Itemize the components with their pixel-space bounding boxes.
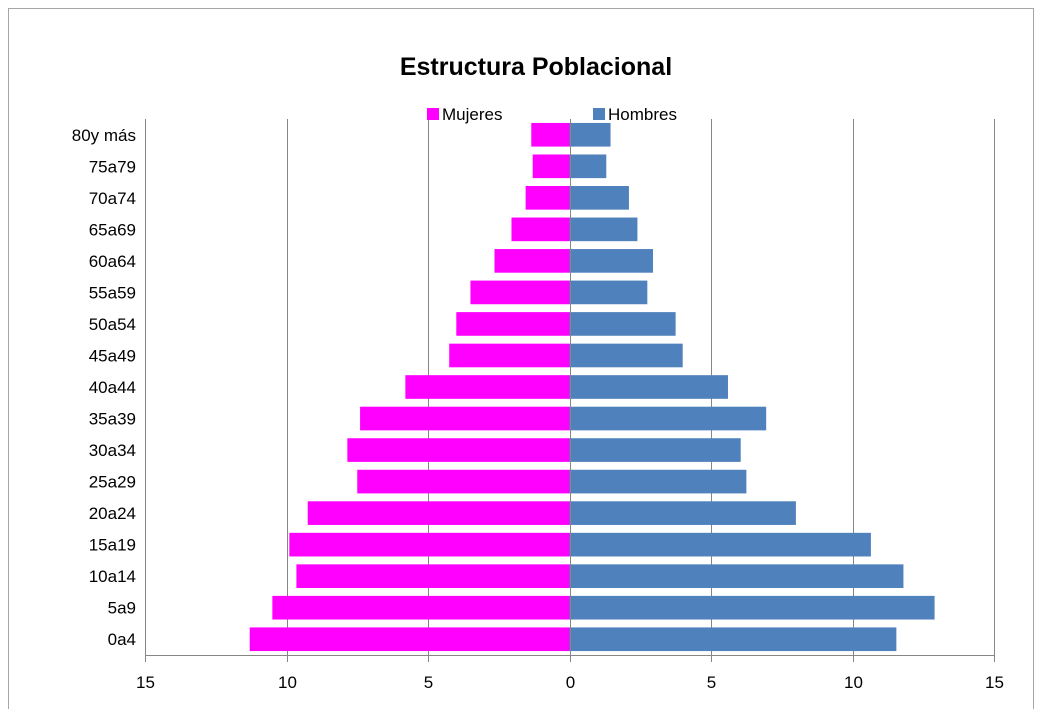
bar-hombres-7 — [569, 343, 683, 368]
bar-hombres-3 — [569, 217, 638, 242]
bar-mujeres-4 — [494, 249, 570, 273]
bar-mujeres-8 — [405, 375, 570, 399]
bar-mujeres-12 — [307, 501, 570, 525]
bar-hombres-16 — [569, 627, 897, 652]
category-label-5: 55a59 — [89, 283, 136, 302]
category-label-13: 15a19 — [89, 536, 136, 555]
category-label-7: 45a49 — [89, 346, 136, 365]
x-tick-label-6: 15 — [985, 673, 1004, 692]
legend-label-hombres: Hombres — [608, 105, 677, 124]
category-label-12: 20a24 — [89, 504, 136, 523]
x-tick-label-5: 10 — [844, 673, 863, 692]
bar-mujeres-7 — [449, 343, 570, 368]
category-label-16: 0a4 — [108, 630, 136, 649]
legend: Mujeres Hombres — [427, 105, 677, 124]
chart-title: Estructura Poblacional — [400, 53, 672, 81]
category-label-0: 80y más — [72, 126, 136, 145]
x-tick-label-4: 5 — [707, 673, 716, 692]
category-label-15: 5a9 — [108, 599, 136, 618]
bar-mujeres-6 — [456, 312, 570, 336]
bar-hombres-8 — [569, 375, 728, 399]
bar-mujeres-13 — [289, 532, 570, 557]
category-label-10: 30a34 — [89, 441, 136, 460]
bar-hombres-6 — [569, 312, 676, 336]
bar-hombres-5 — [569, 280, 648, 305]
bar-hombres-4 — [569, 249, 653, 273]
bar-mujeres-3 — [511, 217, 570, 242]
bar-mujeres-11 — [357, 469, 570, 494]
bar-mujeres-10 — [347, 438, 570, 462]
bar-hombres-15 — [569, 595, 935, 620]
x-tick-label-1: 10 — [278, 673, 297, 692]
x-tick-label-0: 15 — [136, 673, 155, 692]
x-tick-label-2: 5 — [424, 673, 433, 692]
category-labels: 80y más 75a79 70a74 65a69 60a64 55a59 50a54 45a… — [72, 126, 136, 649]
legend-swatch-mujeres — [427, 108, 439, 120]
category-label-6: 50a54 — [89, 315, 136, 334]
bar-mujeres-15 — [272, 595, 570, 620]
population-pyramid-chart: Estructura Poblacional 15 10 5 0 5 10 15 80y m… — [72, 53, 1004, 692]
bar-mujeres-5 — [470, 280, 570, 305]
category-label-9: 35a39 — [89, 410, 136, 429]
category-label-2: 70a74 — [89, 189, 136, 208]
bar-mujeres-14 — [296, 564, 570, 588]
category-label-4: 60a64 — [89, 252, 136, 271]
legend-swatch-hombres — [593, 108, 605, 120]
legend-label-mujeres: Mujeres — [442, 105, 502, 124]
category-label-14: 10a14 — [89, 567, 136, 586]
chart-frame: Estructura Poblacional 15 10 5 0 5 10 15 80y m… — [8, 8, 1034, 709]
category-label-11: 25a29 — [89, 473, 136, 492]
bar-hombres-13 — [569, 532, 871, 557]
category-label-3: 65a69 — [89, 220, 136, 239]
bar-hombres-2 — [569, 186, 629, 210]
bars — [249, 122, 935, 652]
bar-hombres-0 — [569, 122, 611, 147]
bar-hombres-14 — [569, 564, 904, 588]
x-axis: 15 10 5 0 5 10 15 — [136, 119, 1004, 692]
bar-hombres-9 — [569, 406, 767, 431]
bar-mujeres-1 — [532, 154, 570, 179]
bar-hombres-12 — [569, 501, 796, 525]
bar-mujeres-0 — [531, 122, 570, 147]
bar-mujeres-9 — [360, 406, 570, 431]
bar-hombres-10 — [569, 438, 741, 462]
bar-hombres-1 — [569, 154, 607, 179]
category-label-8: 40a44 — [89, 378, 136, 397]
x-tick-label-3: 0 — [566, 673, 575, 692]
bar-mujeres-16 — [249, 627, 570, 652]
bar-mujeres-2 — [525, 186, 570, 210]
category-label-1: 75a79 — [89, 157, 136, 176]
bar-hombres-11 — [569, 469, 747, 494]
